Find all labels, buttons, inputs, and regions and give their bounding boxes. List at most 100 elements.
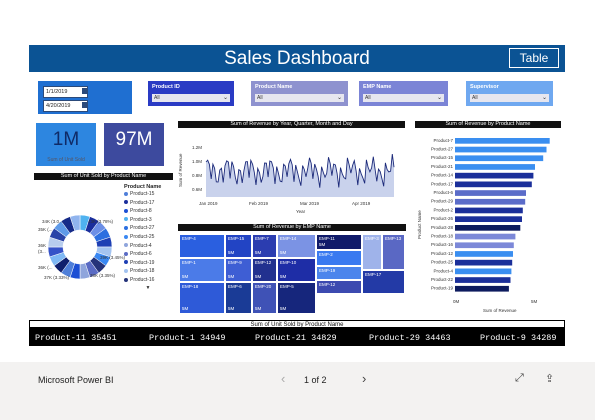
treemap-cell[interactable]: EMP-5 5M (277, 282, 316, 314)
slicer-label: Product ID (152, 84, 180, 90)
start-date-input[interactable]: 1/1/2019 (43, 86, 88, 98)
treemap-cell[interactable]: EMP-12 (316, 280, 362, 294)
legend-label: Product-4 (130, 242, 152, 249)
share-icon[interactable]: ⇪ (545, 373, 555, 385)
treemap-cell[interactable]: EMP-20 5M (252, 282, 277, 314)
next-page-button[interactable]: › (362, 371, 367, 386)
treemap-cell[interactable]: EMP-4 (179, 234, 225, 258)
treemap-cell-label: EMP-3 (365, 236, 379, 241)
legend-label: Product-8 (130, 208, 152, 215)
bar[interactable] (455, 277, 511, 283)
legend-item[interactable]: Product-17 (124, 199, 172, 208)
legend-item[interactable]: Product-18 (124, 267, 172, 276)
y-tick-label: 0.6M (192, 187, 202, 192)
bar[interactable] (455, 216, 522, 222)
treemap-cell[interactable]: EMP-6 5M (225, 282, 252, 314)
donut-slice[interactable] (69, 214, 81, 232)
treemap-cell[interactable]: EMP-13 (382, 234, 405, 270)
bar[interactable] (455, 242, 514, 249)
treemap-cell[interactable]: EMP-7 5M (252, 234, 277, 258)
bar-category-label: Product-6 (433, 190, 453, 195)
bar[interactable] (455, 233, 516, 240)
fullscreen-icon[interactable]: ⤢ (515, 372, 524, 384)
calendar-icon[interactable] (82, 88, 87, 94)
start-date-value: 1/1/2019 (46, 89, 68, 95)
chevron-down-icon: ⌄ (436, 95, 442, 101)
legend-item[interactable]: Product-16 (124, 276, 172, 285)
treemap-cell-label: EMP-13 (385, 236, 402, 241)
bar[interactable] (455, 172, 534, 179)
legend-item[interactable]: Product-27 (124, 224, 172, 233)
dropdown-value: All (472, 95, 478, 101)
treemap-cell[interactable]: EMP-1 5M (179, 258, 225, 282)
bar-category-label: Product-25 (431, 260, 454, 265)
treemap-panel: Sum of Revenue by EMP Name EMP-4 EMP-15 5M… (178, 224, 406, 314)
treemap-cell-label: EMP-1 (182, 260, 196, 265)
supervisor-dropdown[interactable]: All ⌄ (470, 94, 549, 102)
treemap-cell[interactable]: EMP-19 (316, 266, 362, 280)
treemap-title: Sum of Revenue by EMP Name (178, 224, 406, 231)
bar-category-label: Product-19 (431, 286, 454, 291)
bar-category-label: Product-18 (431, 234, 454, 239)
treemap-cell-value: 5M (228, 306, 235, 311)
donut-data-label: 35K (... (38, 227, 53, 232)
product-name-slicer[interactable]: Product Name All ⌄ (251, 81, 348, 106)
bar[interactable] (455, 146, 547, 153)
treemap-cell[interactable]: EMP-11 5M (316, 234, 362, 250)
ticker-title: Sum of Unit Sold by Product Name (29, 320, 565, 328)
legend-item[interactable]: Product-19 (124, 259, 172, 268)
area-chart-title: Sum of Revenue by Year, Quarter, Month a… (178, 121, 405, 128)
treemap-cell[interactable]: EMP-14 5M (277, 234, 316, 258)
bar[interactable] (455, 190, 526, 196)
bar[interactable] (455, 138, 550, 144)
donut-data-label: 34K (3.0... (42, 219, 63, 224)
end-date-input[interactable]: 4/20/2019 (43, 100, 88, 112)
legend-item[interactable]: Product-6 (124, 250, 172, 259)
treemap-cell[interactable]: EMP-18 5M (179, 282, 225, 314)
legend-item[interactable]: Product-4 (124, 242, 172, 251)
treemap-cell[interactable]: EMP-2 (316, 250, 362, 266)
treemap-cell-value: 5M (182, 306, 189, 311)
treemap-cell-value: 5M (280, 274, 287, 279)
treemap-cell-label: EMP-2 (319, 252, 333, 257)
bar[interactable] (455, 181, 532, 188)
legend-item[interactable]: Product-25 (124, 233, 172, 242)
legend-label: Product-17 (130, 199, 155, 206)
legend-scroll-down-icon[interactable]: ▼ (145, 284, 151, 291)
previous-page-button[interactable]: ‹ (281, 371, 286, 386)
treemap-cell[interactable]: EMP-12 5M (252, 258, 277, 282)
treemap-cell[interactable]: EMP-10 5M (277, 258, 316, 282)
product-id-slicer[interactable]: Product ID All ⌄ (148, 81, 234, 106)
bar[interactable] (455, 225, 521, 231)
bar[interactable] (455, 251, 513, 257)
legend-marker-icon (124, 200, 128, 205)
bar[interactable] (455, 155, 544, 162)
area-fill (206, 154, 394, 197)
treemap-cell-label: EMP-19 (319, 268, 336, 273)
treemap-cell[interactable]: EMP-3 (362, 234, 382, 270)
bar[interactable] (455, 285, 509, 292)
legend-item[interactable]: Product-3 (124, 216, 172, 225)
legend-label: Product-3 (130, 216, 152, 223)
powerbi-footer: Microsoft Power BI ‹ 1 of 2 › ⤢ ⇪ (0, 362, 595, 420)
donut-chart-panel: Sum of Unit Sold by Product Name 34K (3.… (34, 173, 173, 317)
table-button[interactable]: Table (509, 48, 559, 68)
bar[interactable] (455, 207, 523, 214)
calendar-icon[interactable] (82, 102, 87, 108)
emp-name-slicer[interactable]: EMP Name All ⌄ (359, 81, 448, 106)
bar[interactable] (455, 259, 513, 266)
bar-category-label: Product-4 (433, 268, 453, 273)
revenue-bar-chart: Product Name Product-7 Product-27 Product-… (417, 138, 550, 313)
emp-name-dropdown[interactable]: All ⌄ (363, 94, 444, 102)
legend-item[interactable]: Product-8 (124, 207, 172, 216)
bar[interactable] (455, 164, 535, 170)
bar[interactable] (455, 198, 526, 205)
supervisor-slicer[interactable]: Supervisor All ⌄ (466, 81, 553, 106)
treemap-cell[interactable]: EMP-15 5M (225, 234, 252, 258)
product-name-dropdown[interactable]: All ⌄ (255, 94, 344, 102)
treemap-cell[interactable]: EMP-17 (362, 270, 405, 294)
legend-item[interactable]: Product-15 (124, 190, 172, 199)
bar[interactable] (455, 268, 512, 275)
treemap-cell[interactable]: EMP-9 5M (225, 258, 252, 282)
product-id-dropdown[interactable]: All ⌄ (152, 94, 230, 102)
